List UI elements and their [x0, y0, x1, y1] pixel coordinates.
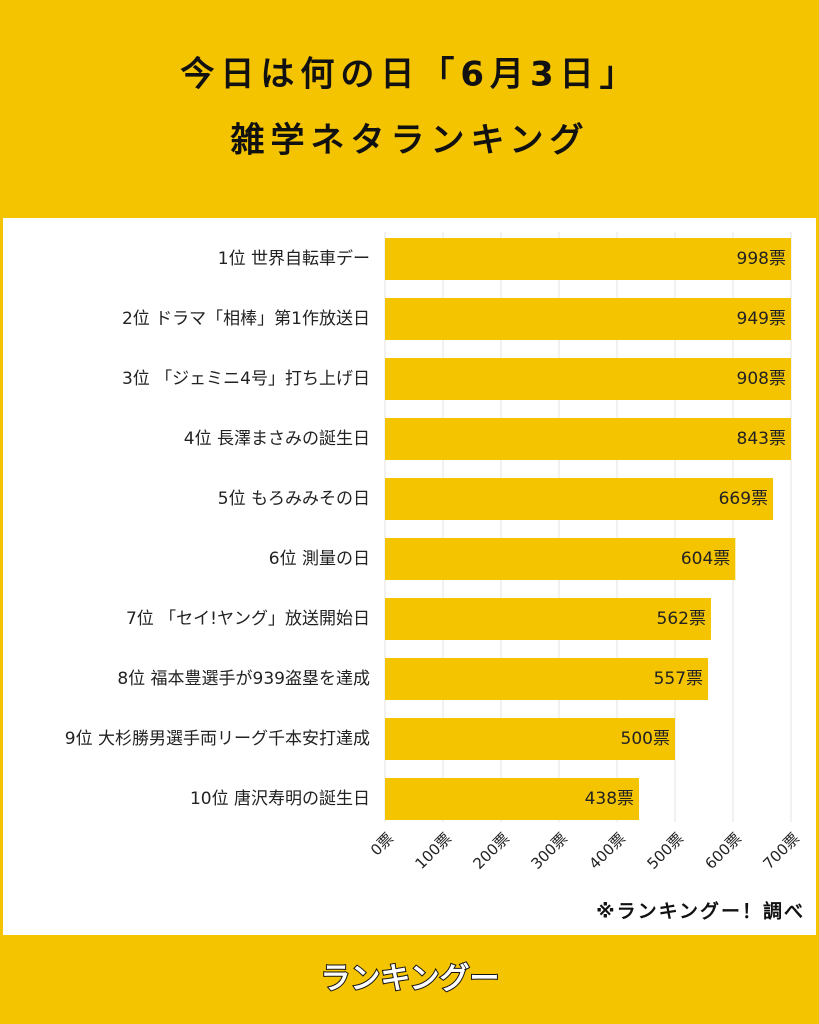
- category-label: 9位 大杉勝男選手両リーグ千本安打達成: [65, 729, 370, 749]
- bar: [385, 718, 675, 760]
- value-label: 438票: [585, 789, 634, 809]
- value-label: 500票: [621, 729, 670, 749]
- value-label: 604票: [681, 549, 730, 569]
- bar: [385, 598, 711, 640]
- category-label: 5位 もろみみその日: [218, 489, 370, 509]
- value-label: 843票: [737, 429, 786, 449]
- category-label: 4位 長澤まさみの誕生日: [184, 429, 370, 449]
- bar: [385, 298, 791, 340]
- bar: [385, 778, 640, 820]
- category-label: 7位 「セイ!ヤング」放送開始日: [126, 609, 370, 629]
- bar: [385, 538, 736, 580]
- bar: [385, 478, 774, 520]
- source: ※ランキングー！調べ: [596, 900, 805, 923]
- logo: ランキングー: [320, 962, 499, 997]
- bars: [385, 238, 791, 820]
- value-label: 908票: [737, 369, 786, 389]
- value-label: 998票: [737, 249, 786, 269]
- value-label: 562票: [657, 609, 706, 629]
- category-label: 10位 唐沢寿明の誕生日: [190, 788, 370, 809]
- bar: [385, 418, 791, 460]
- bar: [385, 358, 791, 400]
- bar: [385, 238, 791, 280]
- category-label: 2位 ドラマ「相棒」第1作放送日: [122, 309, 370, 329]
- value-label: 949票: [737, 309, 786, 329]
- category-label: 3位 「ジェミニ4号」打ち上げ日: [122, 369, 370, 389]
- bar: [385, 658, 709, 700]
- category-label: 8位 福本豊選手が939盗塁を達成: [117, 669, 370, 689]
- category-label: 6位 測量の日: [269, 549, 370, 569]
- chart-subtitle: 雑学ネタランキング: [230, 121, 590, 161]
- value-label: 557票: [654, 669, 703, 689]
- chart-title: 今日は何の日「6月3日」: [180, 55, 639, 95]
- value-label: 669票: [719, 489, 768, 509]
- category-label: 1位 世界自転車デー: [218, 248, 370, 269]
